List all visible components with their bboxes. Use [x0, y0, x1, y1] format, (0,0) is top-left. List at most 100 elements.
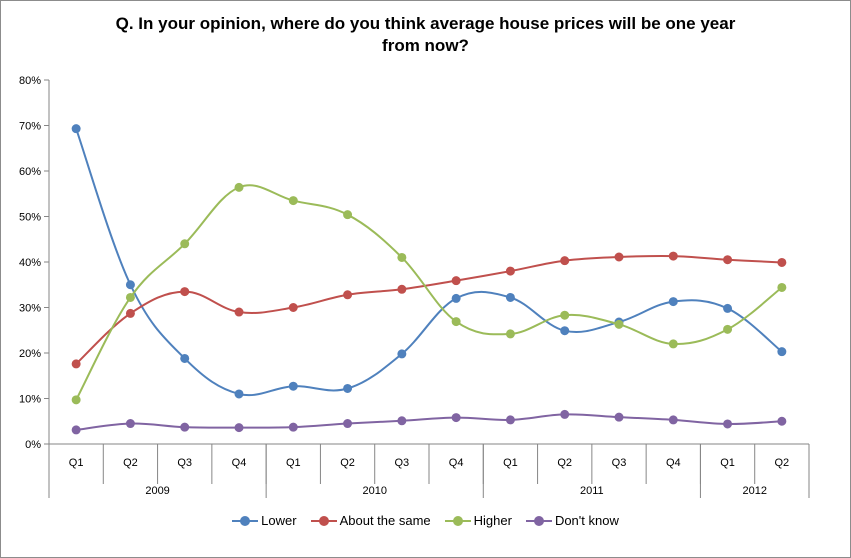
y-tick-label: 20% [19, 348, 41, 360]
x-tick-label-quarter: Q4 [449, 457, 464, 469]
x-tick-label-year: 2010 [362, 485, 386, 497]
legend-swatch-marker [533, 515, 544, 526]
y-tick-label: 60% [19, 166, 41, 178]
data-point-higher [723, 324, 733, 334]
legend-swatch [525, 515, 552, 526]
legend-label: Lower [261, 513, 297, 528]
data-point-lower [343, 383, 353, 393]
data-point-don-t-know [343, 419, 353, 429]
x-tick-label-quarter: Q1 [286, 457, 301, 469]
data-point-higher [668, 339, 678, 349]
data-point-don-t-know [397, 416, 407, 426]
legend-item: Don't know [525, 513, 619, 528]
data-point-lower [397, 349, 407, 359]
x-tick-label-quarter: Q2 [340, 457, 355, 469]
x-tick-label-quarter: Q1 [69, 457, 84, 469]
data-point-don-t-know [777, 416, 787, 426]
data-point-higher [125, 292, 135, 302]
x-tick-label-quarter: Q4 [666, 457, 681, 469]
data-point-don-t-know [71, 425, 81, 435]
data-point-lower [505, 292, 515, 302]
y-tick-label: 10% [19, 394, 41, 406]
x-tick-label-quarter: Q1 [503, 457, 518, 469]
data-point-about-the-same [451, 276, 461, 286]
data-point-don-t-know [614, 412, 624, 422]
line-chart: 0% 10% 20% 30% 40% 50% 60% 70% 80% Q1 Q2 Q3 Q4 Q1 Q2 Q3… [19, 75, 810, 498]
chart-legend: Lower About the same Higher Don't know [1, 513, 850, 528]
legend-label: Higher [473, 513, 512, 528]
data-point-higher [234, 182, 244, 192]
data-point-don-t-know [723, 419, 733, 429]
data-point-don-t-know [125, 419, 135, 429]
data-point-don-t-know [180, 422, 190, 432]
data-point-don-t-know [234, 423, 244, 433]
data-point-about-the-same [560, 256, 570, 266]
x-tick-label-quarter: Q3 [177, 457, 192, 469]
data-point-lower [777, 347, 787, 357]
legend-item: Lower [232, 513, 297, 528]
data-point-about-the-same [668, 251, 678, 261]
data-point-higher [397, 252, 407, 262]
legend-swatch-marker [452, 515, 463, 526]
data-point-higher [560, 310, 570, 320]
data-point-about-the-same [71, 359, 81, 369]
x-tick-label-quarter: Q1 [720, 457, 735, 469]
x-tick-label-quarter: Q4 [232, 457, 247, 469]
legend-swatch [232, 515, 259, 526]
data-point-higher [288, 196, 298, 206]
data-point-about-the-same [505, 266, 515, 276]
data-point-higher [343, 210, 353, 220]
data-point-lower [668, 297, 678, 307]
data-point-don-t-know [668, 415, 678, 425]
x-tick-label-year: 2011 [580, 485, 604, 497]
x-tick-label-quarter: Q3 [395, 457, 410, 469]
data-point-lower [234, 389, 244, 399]
y-tick-label: 50% [19, 212, 41, 224]
y-tick-label: 30% [19, 303, 41, 315]
series-line-lower [75, 128, 783, 397]
data-point-don-t-know [288, 422, 298, 432]
chart-title: Q. In your opinion, where do you think a… [1, 13, 850, 57]
data-point-higher [505, 329, 515, 339]
chart-title-line-1: Q. In your opinion, where do you think a… [115, 14, 736, 33]
data-point-don-t-know [451, 413, 461, 423]
data-point-lower [560, 326, 570, 336]
data-point-higher [777, 282, 787, 292]
legend-item: About the same [310, 513, 431, 528]
x-tick-label-year: 2009 [145, 485, 169, 497]
x-tick-label-quarter: Q2 [775, 457, 790, 469]
chart-title-line-2: from now? [382, 36, 469, 55]
data-point-don-t-know [560, 409, 570, 419]
y-tick-label: 80% [19, 75, 41, 87]
data-point-lower [71, 124, 81, 134]
data-point-higher [71, 395, 81, 405]
data-point-about-the-same [180, 287, 190, 297]
legend-item: Higher [444, 513, 512, 528]
y-tick-label: 0% [25, 439, 41, 451]
data-point-lower [288, 381, 298, 391]
data-point-higher [180, 239, 190, 249]
data-point-lower [723, 303, 733, 313]
data-point-don-t-know [505, 415, 515, 425]
data-point-about-the-same [288, 303, 298, 312]
legend-label: Don't know [554, 513, 619, 528]
legend-swatch [310, 515, 337, 526]
data-point-about-the-same [777, 257, 787, 267]
x-tick-label-quarter: Q2 [123, 457, 138, 469]
legend-swatch-marker [240, 515, 251, 526]
x-tick-label-quarter: Q3 [612, 457, 627, 469]
y-tick-label: 70% [19, 121, 41, 133]
x-tick-label-quarter: Q2 [557, 457, 572, 469]
x-tick-label-year: 2012 [742, 485, 766, 497]
series-line-about-the-same [75, 254, 782, 365]
data-point-about-the-same [343, 290, 353, 300]
legend-swatch [444, 515, 471, 526]
data-point-about-the-same [397, 284, 407, 294]
data-point-about-the-same [614, 252, 624, 262]
data-point-about-the-same [723, 255, 733, 265]
data-point-higher [451, 317, 461, 327]
series-line-don-t-know [76, 413, 782, 431]
data-point-lower [451, 293, 461, 303]
data-point-lower [180, 353, 190, 363]
